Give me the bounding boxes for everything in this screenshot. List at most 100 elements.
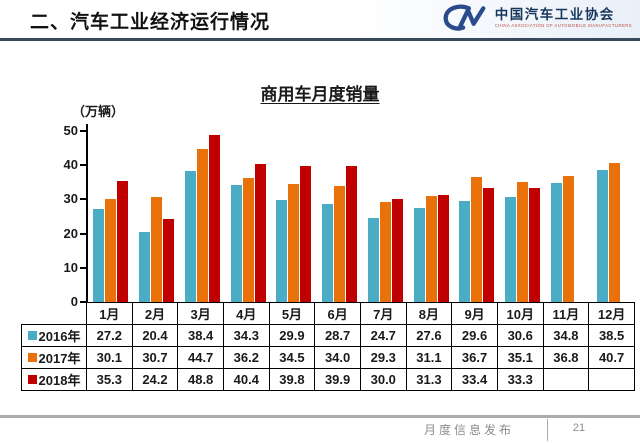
y-tick-mark xyxy=(80,198,86,201)
value-cell-2016年-7月: 24.7 xyxy=(359,324,407,347)
value-cell-2016年-9月: 29.6 xyxy=(451,324,498,347)
legend-cell-2017年: 2017年 xyxy=(21,346,87,369)
bar-series-container xyxy=(88,124,637,302)
value-cell-2018年-8月: 31.3 xyxy=(405,368,453,391)
caam-logo-icon xyxy=(443,4,486,31)
bar-2018年-9月 xyxy=(483,187,495,302)
bar-2018年-2月 xyxy=(163,219,175,302)
bar-2016年-3月 xyxy=(184,170,196,302)
month-header-cell: 7月 xyxy=(359,302,407,325)
bar-2016年-11月 xyxy=(550,183,562,302)
bar-group-9月 xyxy=(454,124,500,302)
month-header-cell: 8月 xyxy=(405,302,453,325)
bar-2016年-2月 xyxy=(139,232,151,302)
value-cell-2016年-3月: 38.4 xyxy=(177,324,224,347)
bar-2016年-6月 xyxy=(322,203,334,302)
month-header-cell: 6月 xyxy=(314,302,361,325)
bar-group-10月 xyxy=(500,124,546,302)
value-cell-2016年-4月: 34.3 xyxy=(222,324,270,347)
bar-2018年-1月 xyxy=(117,181,129,302)
bar-group-1月 xyxy=(88,124,134,302)
y-tick-label: 0 xyxy=(70,294,78,309)
bar-2017年-3月 xyxy=(196,149,208,302)
legend-swatch-2017年 xyxy=(27,353,37,362)
bar-2017年-12月 xyxy=(608,162,620,302)
bar-group-12月 xyxy=(591,124,637,302)
bar-2017年-4月 xyxy=(242,178,254,302)
value-cell-2016年-6月: 28.7 xyxy=(314,324,361,347)
month-header-cell: 12月 xyxy=(588,302,635,325)
value-cell-2017年-8月: 31.1 xyxy=(405,346,453,369)
value-cell-2017年-7月: 29.3 xyxy=(359,346,407,369)
bar-2017年-2月 xyxy=(151,197,163,302)
month-header-row: 1月 2月 3月 4月 5月 6月 7月 8月 9月 10月 11月 12月 xyxy=(22,302,635,325)
bar-2018年-6月 xyxy=(346,165,358,302)
value-cell-2017年-5月: 34.5 xyxy=(268,346,316,369)
series-row-2018年: 2018年 35.3 24.2 48.8 40.4 39.8 39.9 30.0 31.3 33.… xyxy=(21,368,635,391)
value-cell-2018年-1月: 35.3 xyxy=(86,368,133,391)
bar-group-11月 xyxy=(546,124,592,302)
value-cell-2016年-12月: 38.5 xyxy=(588,324,635,347)
legend-label: 2017年 xyxy=(38,351,81,366)
value-cell-2018年-7月: 30.0 xyxy=(359,368,407,391)
bar-2017年-5月 xyxy=(288,184,300,302)
month-header-cell: 9月 xyxy=(451,302,498,325)
bar-group-6月 xyxy=(317,124,363,302)
bar-2016年-12月 xyxy=(596,170,608,302)
value-cell-2016年-1月: 27.2 xyxy=(86,324,133,347)
bar-2018年-10月 xyxy=(529,188,541,302)
value-cell-2018年-11月 xyxy=(542,368,590,391)
y-tick-mark xyxy=(80,232,86,235)
month-header-cell: 3月 xyxy=(177,302,224,325)
caam-logo-text: 中国汽车工业协会 CHINA ASSOCIATION OF AUTOMOBILE… xyxy=(494,7,632,29)
month-header-cell: 4月 xyxy=(222,302,270,325)
y-tick-mark xyxy=(80,266,86,269)
bar-group-4月 xyxy=(225,124,271,302)
bar-2016年-10月 xyxy=(505,197,517,302)
bar-group-2月 xyxy=(134,124,180,302)
bar-2016年-9月 xyxy=(459,200,471,302)
value-cell-2018年-9月: 33.4 xyxy=(451,368,498,391)
value-cell-2017年-2月: 30.7 xyxy=(131,346,179,369)
value-cell-2018年-10月: 33.3 xyxy=(496,368,544,391)
value-cell-2018年-6月: 39.9 xyxy=(314,368,361,391)
month-header-cell: 11月 xyxy=(542,302,590,325)
bar-2017年-8月 xyxy=(425,195,437,302)
value-cell-2017年-3月: 44.7 xyxy=(177,346,224,369)
plot-area xyxy=(86,124,637,302)
value-cell-2016年-5月: 29.9 xyxy=(268,324,316,347)
y-tick-mark xyxy=(80,130,86,132)
y-tick-label: 20 xyxy=(63,225,78,241)
page-title: 二、汽车工业经济运行情况 xyxy=(30,12,271,33)
value-cell-2018年-2月: 24.2 xyxy=(131,368,179,391)
value-cell-2017年-4月: 36.2 xyxy=(222,346,270,369)
bar-2016年-7月 xyxy=(367,217,379,302)
footer-rule xyxy=(0,415,640,418)
value-cell-2016年-10月: 30.6 xyxy=(496,324,544,347)
y-tick-mark xyxy=(80,164,86,167)
bar-group-5月 xyxy=(271,124,317,302)
value-cell-2017年-1月: 30.1 xyxy=(86,346,133,369)
data-table: 1月 2月 3月 4月 5月 6月 7月 8月 9月 10月 11月 12月 2016年 27.2 20.4… xyxy=(21,302,635,391)
footer-divider xyxy=(547,419,548,441)
bar-2017年-11月 xyxy=(562,176,574,302)
legend-cell-2016年: 2016年 xyxy=(21,324,87,347)
month-header-cell: 10月 xyxy=(496,302,544,325)
value-cell-2017年-11月: 36.8 xyxy=(542,346,590,369)
month-header-cell: 1月 xyxy=(86,302,133,325)
y-axis-unit-label: （万辆） xyxy=(72,104,125,119)
legend-label: 2016年 xyxy=(38,329,81,344)
bar-2017年-7月 xyxy=(379,201,391,302)
y-tick-label: 10 xyxy=(63,259,78,275)
value-cell-2017年-12月: 40.7 xyxy=(588,346,635,369)
bar-2016年-1月 xyxy=(93,209,105,302)
org-name-en: CHINA ASSOCIATION OF AUTOMOBILE MANUFACT… xyxy=(494,22,632,28)
bar-2016年-8月 xyxy=(413,207,425,302)
header-rule xyxy=(0,38,640,41)
footer-label: 月度信息发布 xyxy=(424,423,515,437)
header-band xyxy=(0,0,640,38)
bar-2016年-5月 xyxy=(276,199,288,302)
value-cell-2018年-12月 xyxy=(588,368,635,391)
legend-swatch-2018年 xyxy=(27,375,37,384)
month-header-cell: 2月 xyxy=(131,302,179,325)
